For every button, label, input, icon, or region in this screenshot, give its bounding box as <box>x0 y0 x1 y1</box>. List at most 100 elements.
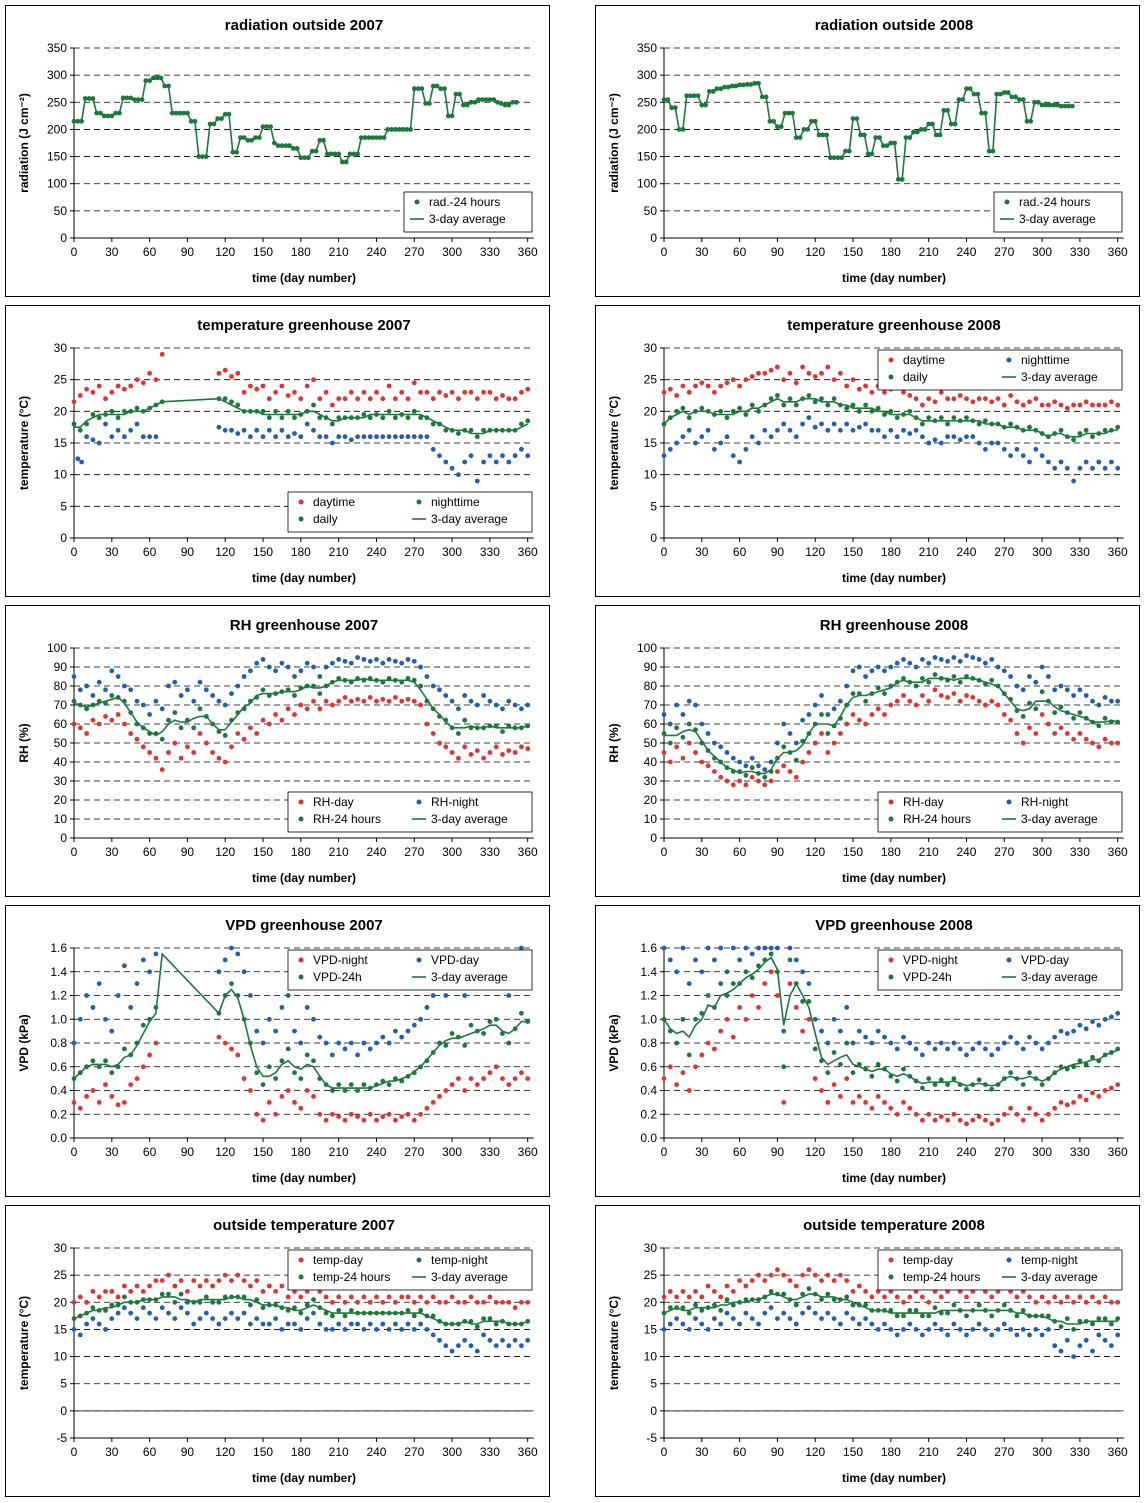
data-point <box>260 383 266 389</box>
x-tick-label: 120 <box>215 1445 235 1459</box>
data-point <box>661 453 667 459</box>
data-point <box>850 1289 856 1294</box>
data-point <box>456 755 461 761</box>
data-point <box>913 1327 919 1332</box>
x-tick-label: 90 <box>771 245 785 259</box>
y-tick-label: 30 <box>644 774 658 788</box>
data-point <box>292 712 297 717</box>
data-point <box>103 1327 108 1332</box>
chart-panel: temperature greenhouse 2007 0 5 10 15 20 25 30 0… <box>5 305 550 597</box>
data-point <box>462 1043 468 1048</box>
data-point <box>178 693 184 698</box>
data-point <box>292 693 297 698</box>
data-point <box>317 1111 323 1117</box>
x-tick-label: 120 <box>215 1145 235 1159</box>
data-point <box>743 446 749 452</box>
data-point <box>787 957 793 963</box>
legend-label: temp-24 hours <box>903 1270 980 1284</box>
data-point <box>882 1034 887 1040</box>
x-tick-label: 270 <box>404 845 424 859</box>
data-point <box>812 424 818 430</box>
data-point <box>437 1299 442 1305</box>
legend-label: nighttime <box>431 495 480 509</box>
x-tick-label: 300 <box>1032 1445 1052 1459</box>
data-point <box>292 415 297 421</box>
data-point <box>661 945 667 951</box>
data-point <box>90 1005 96 1010</box>
x-tick-label: 360 <box>1108 245 1128 259</box>
data-point <box>84 1094 89 1099</box>
x-axis-label: time (day number) <box>252 271 356 285</box>
legend-box <box>287 791 533 833</box>
data-point <box>1039 1332 1045 1338</box>
data-point <box>989 399 995 405</box>
legend-label: 3-day average <box>429 212 506 226</box>
data-point <box>525 418 531 424</box>
data-point <box>838 1321 843 1327</box>
data-point <box>222 957 228 963</box>
data-point <box>311 1310 316 1316</box>
data-point <box>1033 679 1039 685</box>
data-point <box>838 1094 843 1099</box>
data-point <box>191 698 197 704</box>
data-point <box>474 1299 480 1305</box>
data-point <box>109 1070 115 1076</box>
data-point <box>134 1316 140 1321</box>
data-point <box>355 696 360 702</box>
data-point <box>775 393 780 398</box>
data-point <box>844 405 850 411</box>
data-point <box>386 434 392 440</box>
data-point <box>185 1289 190 1294</box>
data-point <box>1001 668 1007 674</box>
data-point <box>705 383 711 389</box>
data-point <box>983 1046 988 1052</box>
data-point <box>863 721 868 727</box>
legend-box <box>287 949 533 991</box>
data-point <box>96 679 102 685</box>
x-tick-label: 360 <box>518 1145 538 1159</box>
data-point <box>405 1308 411 1313</box>
data-point <box>103 1082 108 1087</box>
data-point <box>336 1082 342 1087</box>
data-point <box>756 440 761 446</box>
data-point <box>323 1310 329 1316</box>
y-tick-label: 1.0 <box>50 1012 67 1026</box>
data-point <box>71 698 77 704</box>
x-tick-label: 270 <box>994 245 1014 259</box>
x-tick-label: 270 <box>994 545 1014 559</box>
data-point <box>172 710 178 715</box>
data-point <box>418 1111 423 1117</box>
data-point <box>500 1076 505 1081</box>
data-point <box>705 1040 711 1046</box>
data-point <box>913 683 919 689</box>
data-point <box>1039 664 1045 670</box>
y-axis-label: radiation (J cm⁻²) <box>17 93 31 193</box>
data-point <box>336 1114 342 1119</box>
data-point <box>90 1088 96 1093</box>
data-point <box>481 693 486 698</box>
data-point <box>254 386 260 392</box>
x-tick-label: 300 <box>442 1145 462 1159</box>
series-vpd-night <box>661 969 1121 1127</box>
data-point <box>336 415 342 421</box>
data-point <box>229 1046 234 1052</box>
data-point <box>462 1088 468 1093</box>
x-tick-label: 120 <box>805 845 825 859</box>
data-point <box>812 1016 818 1022</box>
data-point <box>856 424 862 430</box>
data-point <box>907 1308 913 1313</box>
data-point <box>699 1308 705 1313</box>
data-point <box>743 1297 749 1302</box>
data-point <box>793 1005 799 1010</box>
data-point <box>976 1040 982 1046</box>
data-point <box>945 1046 950 1052</box>
data-point <box>705 1283 711 1289</box>
data-point <box>437 389 442 395</box>
data-point <box>693 702 698 708</box>
data-point <box>964 653 969 658</box>
data-point <box>122 1100 127 1105</box>
data-point <box>1090 698 1095 704</box>
data-point <box>1020 1046 1026 1052</box>
data-point <box>393 1117 398 1123</box>
y-tick-label: 150 <box>637 150 657 164</box>
